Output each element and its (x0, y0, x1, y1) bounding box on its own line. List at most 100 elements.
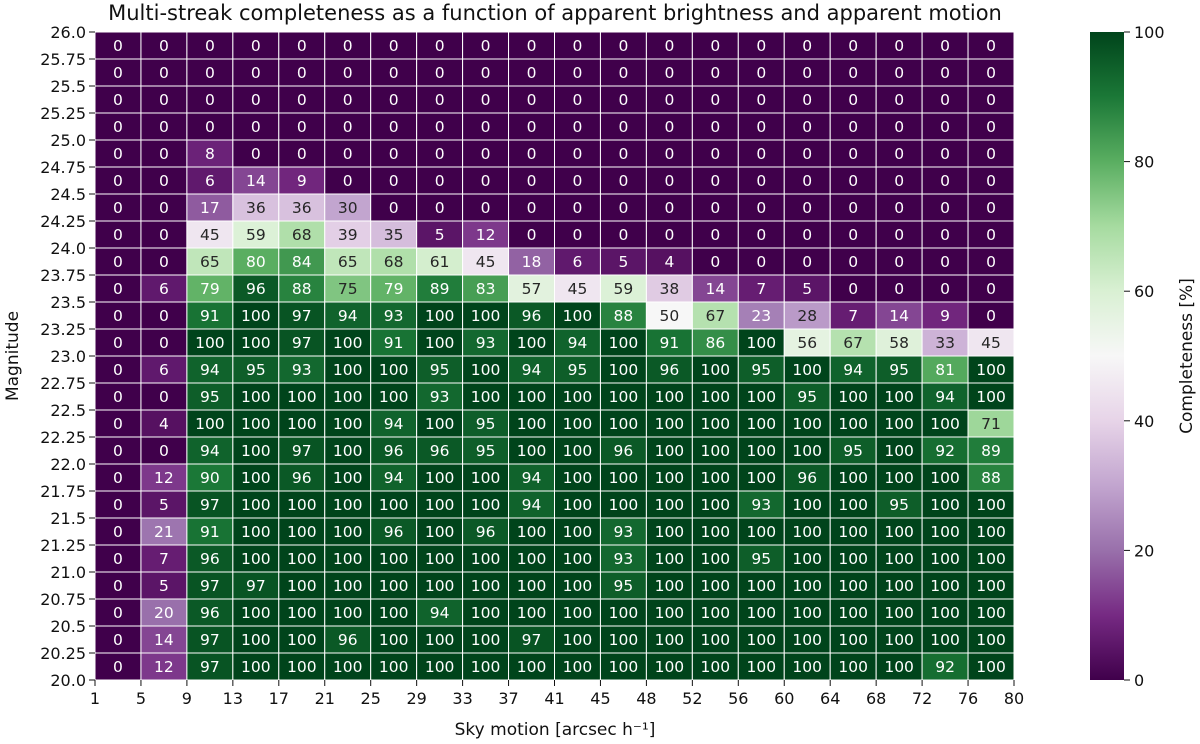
colorbar-ticks: 0 20 40 60 80 100 (1124, 23, 1165, 690)
cell-value-label: 0 (113, 307, 123, 325)
cell-value-label: 0 (113, 577, 123, 595)
cell-value-label: 0 (802, 199, 812, 217)
cell-value-label: 0 (848, 226, 858, 244)
cell-value-label: 0 (389, 172, 399, 190)
cell-value-label: 0 (159, 253, 169, 271)
heatmap-cell (232, 652, 280, 681)
y-tick-label: 22.0 (50, 455, 86, 474)
heatmap-cell (462, 571, 510, 600)
cell-value-label: 0 (618, 226, 628, 244)
cell-value-label: 0 (435, 64, 445, 82)
cell-value-label: 93 (614, 550, 634, 568)
colorbar-tick-label: 100 (1134, 23, 1165, 42)
cell-value-label: 0 (986, 145, 996, 163)
cell-value-label: 94 (200, 442, 220, 460)
cell-value-label: 100 (838, 550, 868, 568)
x-tick-label: 9 (182, 689, 192, 708)
cell-value-label: 0 (894, 172, 904, 190)
heatmap-cell (462, 652, 510, 681)
y-tick-label: 20.5 (50, 617, 86, 636)
cell-value-label: 100 (333, 577, 363, 595)
heatmap-cell (278, 328, 326, 357)
colorbar-tick-label: 40 (1134, 412, 1154, 431)
cell-value-label: 5 (435, 226, 445, 244)
heatmap-cell (783, 544, 831, 573)
cell-value-label: 45 (981, 334, 1001, 352)
cell-value-label: 0 (894, 226, 904, 244)
cell-value-label: 100 (609, 604, 639, 622)
heatmap-cell (508, 328, 555, 357)
cell-value-label: 100 (563, 577, 593, 595)
cell-value-label: 0 (940, 253, 950, 271)
cell-value-label: 100 (884, 442, 914, 460)
cell-value-label: 57 (522, 280, 542, 298)
heatmap-cell (94, 652, 142, 681)
heatmap-cell (186, 517, 234, 546)
cell-value-label: 0 (389, 199, 399, 217)
heatmap-cell (829, 355, 877, 384)
cell-value-label: 100 (287, 577, 317, 595)
cell-value-label: 100 (655, 631, 685, 649)
heatmap-cell (645, 274, 693, 303)
cell-value-label: 0 (113, 145, 123, 163)
cell-value-label: 89 (430, 280, 450, 298)
heatmap-cell (737, 436, 785, 465)
y-tick-label: 22.75 (40, 374, 86, 393)
heatmap-cell (324, 85, 372, 114)
cell-value-label: 14 (705, 280, 725, 298)
cell-value-label: 100 (241, 415, 271, 433)
colorbar (1090, 32, 1124, 680)
y-tick-label: 21.75 (40, 482, 86, 501)
cell-value-label: 100 (287, 388, 317, 406)
cell-value-label: 100 (333, 361, 363, 379)
y-tick-label: 25.0 (50, 131, 86, 150)
cell-value-label: 0 (986, 64, 996, 82)
cell-value-label: 0 (481, 199, 491, 217)
heatmap-cell (554, 85, 601, 114)
heatmap-cell (416, 598, 464, 627)
x-tick-label: 76 (958, 689, 978, 708)
cell-value-label: 100 (471, 361, 501, 379)
x-tick-label: 13 (223, 689, 243, 708)
heatmap-cell (783, 625, 831, 654)
cell-value-label: 100 (701, 469, 731, 487)
heatmap-cell (691, 625, 739, 654)
heatmap-cell (140, 274, 188, 303)
heatmap-cell (599, 382, 647, 411)
cell-value-label: 100 (195, 334, 225, 352)
heatmap-cell (875, 31, 923, 60)
cell-value-label: 100 (884, 388, 914, 406)
cell-value-label: 0 (894, 145, 904, 163)
heatmap-cell (691, 544, 739, 573)
heatmap-cell (462, 328, 510, 357)
heatmap-cell (370, 193, 418, 222)
cell-value-label: 0 (113, 469, 123, 487)
cell-value-label: 0 (573, 91, 583, 109)
cell-value-label: 100 (333, 523, 363, 541)
cell-value-label: 100 (425, 415, 455, 433)
cell-value-label: 0 (802, 118, 812, 136)
heatmap-cell (324, 463, 372, 492)
x-tick-label: 41 (544, 689, 564, 708)
cell-value-label: 100 (930, 550, 960, 568)
cell-value-label: 100 (563, 307, 593, 325)
heatmap-cell (416, 301, 464, 330)
cell-value-label: 45 (476, 253, 496, 271)
heatmap-cell (691, 301, 739, 330)
heatmap-cell (967, 652, 1015, 681)
heatmap-cell (554, 139, 601, 168)
cell-value-label: 17 (200, 199, 220, 217)
heatmap-cell (599, 436, 647, 465)
cell-value-label: 96 (614, 442, 634, 460)
y-tick-label: 24.5 (50, 185, 86, 204)
heatmap-cell (967, 139, 1015, 168)
cell-value-label: 0 (159, 172, 169, 190)
cell-value-label: 0 (802, 226, 812, 244)
heatmap-cell (370, 139, 418, 168)
cell-value-label: 0 (848, 280, 858, 298)
y-axis-ticks: 26.0 25.75 25.5 25.25 25.0 24.75 24.5 24.25 24.0… (40, 23, 95, 690)
x-tick-label: 25 (361, 689, 381, 708)
heatmap-cell (783, 571, 831, 600)
cell-value-label: 100 (655, 496, 685, 514)
cell-value-label: 100 (655, 523, 685, 541)
